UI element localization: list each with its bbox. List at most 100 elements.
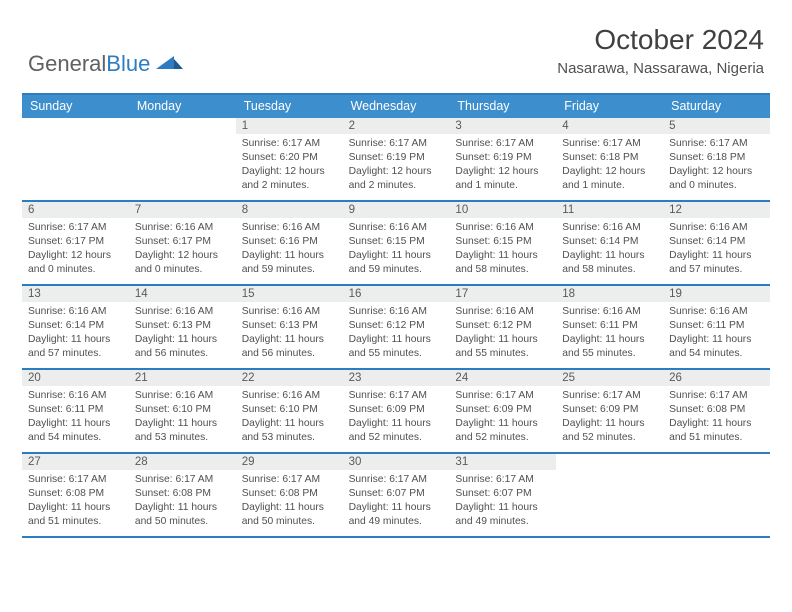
sunset-line: Sunset: 6:18 PM [669,151,764,165]
day-details: Sunrise: 6:17 AMSunset: 6:09 PMDaylight:… [449,386,556,451]
daylight-line: Daylight: 11 hours and 49 minutes. [349,501,444,529]
day-details: Sunrise: 6:17 AMSunset: 6:19 PMDaylight:… [343,134,450,199]
day-header-cell: Monday [129,95,236,118]
sunset-line: Sunset: 6:15 PM [349,235,444,249]
day-details: Sunrise: 6:17 AMSunset: 6:08 PMDaylight:… [22,470,129,535]
sunset-line: Sunset: 6:10 PM [135,403,230,417]
daylight-line: Daylight: 11 hours and 58 minutes. [455,249,550,277]
calendar-cell: 25Sunrise: 6:17 AMSunset: 6:09 PMDayligh… [556,370,663,452]
day-number: 28 [129,454,236,470]
sunset-line: Sunset: 6:14 PM [669,235,764,249]
calendar-cell: 30Sunrise: 6:17 AMSunset: 6:07 PMDayligh… [343,454,450,536]
calendar-cell: 15Sunrise: 6:16 AMSunset: 6:13 PMDayligh… [236,286,343,368]
day-number: 22 [236,370,343,386]
sunset-line: Sunset: 6:14 PM [28,319,123,333]
sunset-line: Sunset: 6:08 PM [242,487,337,501]
day-number: 16 [343,286,450,302]
sunrise-line: Sunrise: 6:16 AM [455,221,550,235]
calendar-cell: 6Sunrise: 6:17 AMSunset: 6:17 PMDaylight… [22,202,129,284]
day-number: 11 [556,202,663,218]
day-details: Sunrise: 6:17 AMSunset: 6:07 PMDaylight:… [343,470,450,535]
day-number: 12 [663,202,770,218]
sunrise-line: Sunrise: 6:16 AM [669,305,764,319]
day-number: 5 [663,118,770,134]
day-number: 19 [663,286,770,302]
daylight-line: Daylight: 11 hours and 49 minutes. [455,501,550,529]
day-details: Sunrise: 6:16 AMSunset: 6:10 PMDaylight:… [236,386,343,451]
sunset-line: Sunset: 6:13 PM [242,319,337,333]
calendar-cell [556,454,663,536]
sunset-line: Sunset: 6:17 PM [135,235,230,249]
calendar-cell: 18Sunrise: 6:16 AMSunset: 6:11 PMDayligh… [556,286,663,368]
daylight-line: Daylight: 11 hours and 57 minutes. [669,249,764,277]
day-details: Sunrise: 6:16 AMSunset: 6:13 PMDaylight:… [236,302,343,367]
daylight-line: Daylight: 11 hours and 50 minutes. [242,501,337,529]
day-details: Sunrise: 6:17 AMSunset: 6:19 PMDaylight:… [449,134,556,199]
calendar-week: 20Sunrise: 6:16 AMSunset: 6:11 PMDayligh… [22,370,770,454]
day-number: 31 [449,454,556,470]
day-details: Sunrise: 6:17 AMSunset: 6:20 PMDaylight:… [236,134,343,199]
calendar-cell: 5Sunrise: 6:17 AMSunset: 6:18 PMDaylight… [663,118,770,200]
daylight-line: Daylight: 12 hours and 0 minutes. [669,165,764,193]
sunrise-line: Sunrise: 6:16 AM [135,305,230,319]
day-details: Sunrise: 6:16 AMSunset: 6:16 PMDaylight:… [236,218,343,283]
sunset-line: Sunset: 6:07 PM [349,487,444,501]
sunrise-line: Sunrise: 6:16 AM [562,221,657,235]
sunrise-line: Sunrise: 6:16 AM [242,305,337,319]
daylight-line: Daylight: 11 hours and 59 minutes. [242,249,337,277]
calendar-cell: 16Sunrise: 6:16 AMSunset: 6:12 PMDayligh… [343,286,450,368]
daylight-line: Daylight: 11 hours and 55 minutes. [562,333,657,361]
logo: GeneralBlue [28,51,184,77]
logo-text: GeneralBlue [28,51,150,77]
day-details: Sunrise: 6:16 AMSunset: 6:13 PMDaylight:… [129,302,236,367]
day-header-row: SundayMondayTuesdayWednesdayThursdayFrid… [22,95,770,118]
day-number: 2 [343,118,450,134]
day-details: Sunrise: 6:17 AMSunset: 6:07 PMDaylight:… [449,470,556,535]
day-details: Sunrise: 6:17 AMSunset: 6:08 PMDaylight:… [663,386,770,451]
daylight-line: Daylight: 11 hours and 55 minutes. [349,333,444,361]
calendar-cell: 24Sunrise: 6:17 AMSunset: 6:09 PMDayligh… [449,370,556,452]
day-details: Sunrise: 6:16 AMSunset: 6:11 PMDaylight:… [663,302,770,367]
calendar-cell: 22Sunrise: 6:16 AMSunset: 6:10 PMDayligh… [236,370,343,452]
sunrise-line: Sunrise: 6:17 AM [669,389,764,403]
daylight-line: Daylight: 11 hours and 59 minutes. [349,249,444,277]
calendar-cell: 14Sunrise: 6:16 AMSunset: 6:13 PMDayligh… [129,286,236,368]
sunrise-line: Sunrise: 6:16 AM [349,305,444,319]
calendar-cell: 7Sunrise: 6:16 AMSunset: 6:17 PMDaylight… [129,202,236,284]
sunset-line: Sunset: 6:11 PM [28,403,123,417]
calendar-cell: 9 Sunrise: 6:16 AMSunset: 6:15 PMDaylight… [343,202,450,284]
day-details: Sunrise: 6:16 AMSunset: 6:17 PMDaylight:… [129,218,236,283]
sunrise-line: Sunrise: 6:17 AM [455,473,550,487]
day-header-cell: Thursday [449,95,556,118]
day-number: 15 [236,286,343,302]
location: Nasarawa, Nassarawa, Nigeria [557,60,764,77]
day-number: 10 [449,202,556,218]
sunrise-line: Sunrise: 6:17 AM [242,137,337,151]
sunset-line: Sunset: 6:12 PM [455,319,550,333]
calendar-cell: 28Sunrise: 6:17 AMSunset: 6:08 PMDayligh… [129,454,236,536]
calendar-cell: 3Sunrise: 6:17 AMSunset: 6:19 PMDaylight… [449,118,556,200]
sunrise-line: Sunrise: 6:16 AM [669,221,764,235]
sunset-line: Sunset: 6:19 PM [455,151,550,165]
calendar-week: 6Sunrise: 6:17 AMSunset: 6:17 PMDaylight… [22,202,770,286]
day-number: 13 [22,286,129,302]
day-number: 21 [129,370,236,386]
day-number: 25 [556,370,663,386]
calendar-cell: 10Sunrise: 6:16 AMSunset: 6:15 PMDayligh… [449,202,556,284]
day-number: 9 [343,202,450,218]
day-number: 1 [236,118,343,134]
day-details: Sunrise: 6:17 AMSunset: 6:18 PMDaylight:… [556,134,663,199]
sunrise-line: Sunrise: 6:17 AM [349,473,444,487]
sunrise-line: Sunrise: 6:16 AM [349,221,444,235]
calendar-cell: 19Sunrise: 6:16 AMSunset: 6:11 PMDayligh… [663,286,770,368]
day-details: Sunrise: 6:16 AMSunset: 6:14 PMDaylight:… [556,218,663,283]
day-header-cell: Wednesday [343,95,450,118]
sunset-line: Sunset: 6:19 PM [349,151,444,165]
day-details: Sunrise: 6:17 AMSunset: 6:09 PMDaylight:… [556,386,663,451]
sunset-line: Sunset: 6:13 PM [135,319,230,333]
calendar-cell: 11Sunrise: 6:16 AMSunset: 6:14 PMDayligh… [556,202,663,284]
daylight-line: Daylight: 12 hours and 0 minutes. [135,249,230,277]
day-details: Sunrise: 6:16 AMSunset: 6:12 PMDaylight:… [343,302,450,367]
sunrise-line: Sunrise: 6:17 AM [28,473,123,487]
calendar-cell: 29Sunrise: 6:17 AMSunset: 6:08 PMDayligh… [236,454,343,536]
